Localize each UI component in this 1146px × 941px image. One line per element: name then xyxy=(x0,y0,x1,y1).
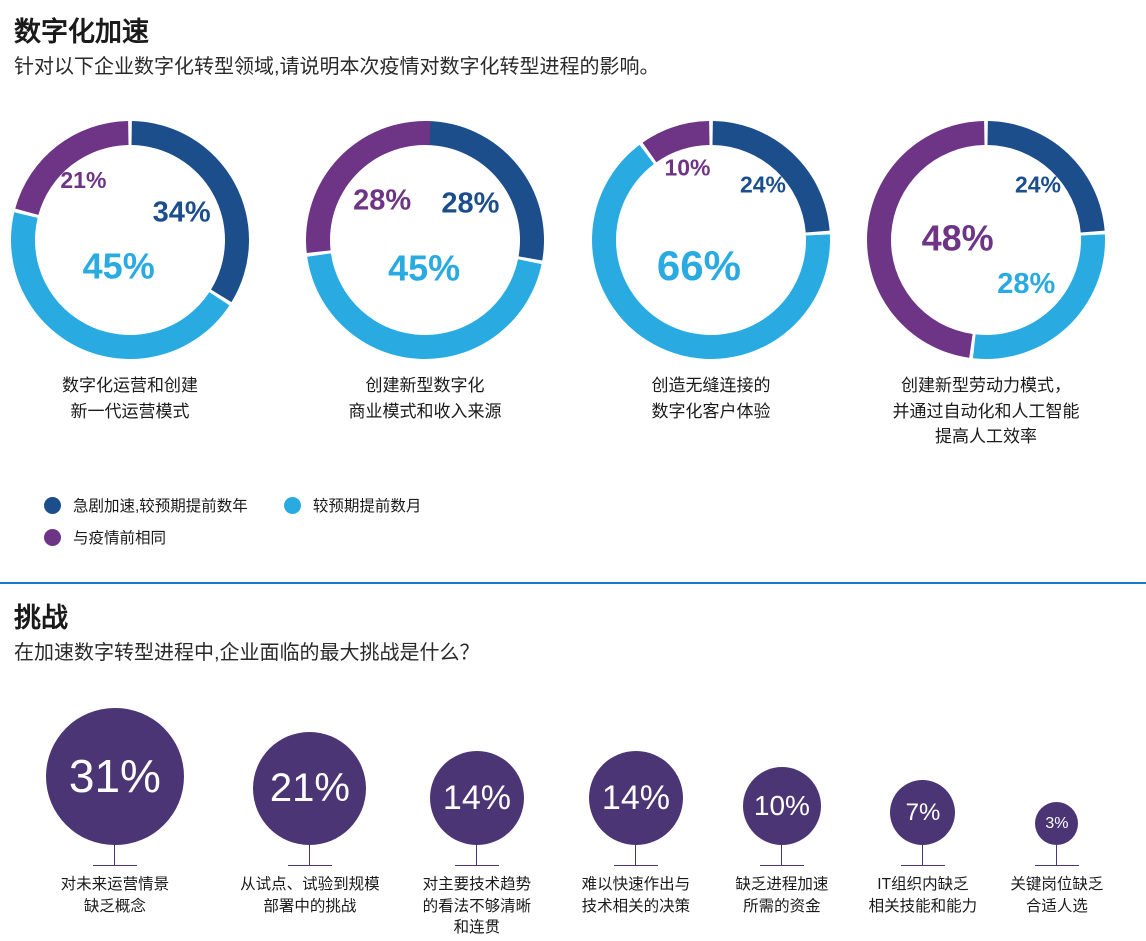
svg-text:24%: 24% xyxy=(1015,171,1061,197)
svg-text:66%: 66% xyxy=(657,242,741,289)
svg-text:28%: 28% xyxy=(441,187,499,219)
svg-text:48%: 48% xyxy=(922,218,994,259)
svg-text:10%: 10% xyxy=(664,155,710,181)
svg-text:45%: 45% xyxy=(83,245,155,286)
svg-text:34%: 34% xyxy=(153,197,211,229)
svg-text:45%: 45% xyxy=(388,248,460,289)
svg-text:21%: 21% xyxy=(60,167,106,193)
svg-text:28%: 28% xyxy=(353,185,411,217)
svg-text:28%: 28% xyxy=(997,268,1055,300)
svg-text:24%: 24% xyxy=(740,171,786,197)
